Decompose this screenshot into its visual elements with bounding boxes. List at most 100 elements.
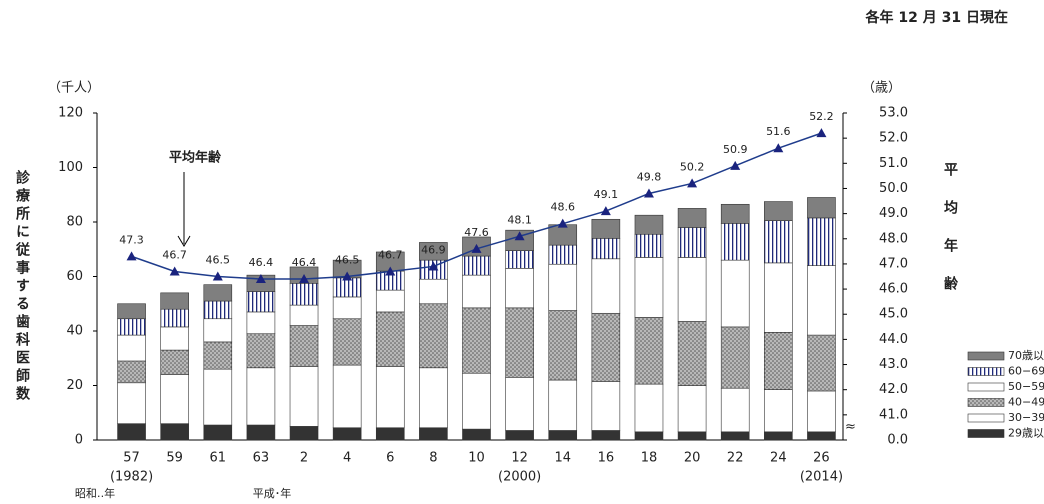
bar-segment <box>677 321 707 386</box>
legend-label: 50−59 <box>1008 380 1044 393</box>
bar-segment <box>117 382 146 424</box>
bar-segment <box>548 379 578 431</box>
x-tick-label: 26 <box>813 451 830 466</box>
bar-segment <box>807 265 836 336</box>
bar-segment <box>332 277 362 298</box>
bar-segment <box>764 262 793 333</box>
bar-segment <box>764 220 793 264</box>
bar-segment <box>462 255 491 276</box>
value-label: 46.7 <box>162 248 187 261</box>
avg-age-marker <box>773 143 784 153</box>
bar-segment <box>634 233 664 258</box>
avg-age-marker <box>428 261 439 271</box>
bar-segment <box>591 258 621 314</box>
avg-age-marker <box>126 251 137 261</box>
bar-segment <box>203 284 233 302</box>
avg-age-marker <box>643 188 654 198</box>
avg-age-marker <box>600 206 611 216</box>
x-tick-label: 18 <box>641 451 658 466</box>
bar-segment <box>462 307 491 374</box>
x-tick-label: 14 <box>554 451 571 466</box>
bar-segment <box>677 257 707 322</box>
year-label: (1982) <box>110 470 153 485</box>
value-label: 47.6 <box>464 226 489 239</box>
year-label: (2000) <box>498 470 541 485</box>
value-label: 49.1 <box>594 188 619 201</box>
bar-segment <box>246 424 276 441</box>
bar-segment <box>332 296 362 320</box>
era-label: 平成･年 <box>253 486 292 500</box>
bar-segment <box>203 341 233 370</box>
legend-swatch <box>967 382 1005 392</box>
bar-segment <box>807 197 836 219</box>
x-tick-label: 63 <box>253 451 270 466</box>
bar-segment <box>591 381 621 431</box>
bar-segment <box>289 325 319 367</box>
legend-swatch <box>967 429 1005 438</box>
bar-segment <box>505 307 534 378</box>
y2-tick-label: 48.0 <box>879 231 908 246</box>
bar-segment <box>591 430 621 441</box>
bar-segment <box>419 427 448 441</box>
y2-unit: （歳） <box>862 81 901 96</box>
year-label: (2014) <box>800 470 843 485</box>
bar-segment <box>375 311 405 367</box>
annotation: 平均年齢 <box>169 150 222 166</box>
x-tick-label: 61 <box>210 451 227 466</box>
y2-tick-label: 50.0 <box>879 181 908 196</box>
y-tick-label: 100 <box>58 160 83 175</box>
bar-segment <box>505 430 534 441</box>
bar-segment <box>246 291 276 313</box>
bar-segment <box>677 208 707 228</box>
bar-segment <box>117 423 146 441</box>
bar-segment <box>375 427 405 441</box>
bar-segment <box>764 332 793 390</box>
x-tick-label: 8 <box>429 451 437 466</box>
avg-age-marker <box>687 178 698 188</box>
bar-segment <box>462 372 491 430</box>
bar-segment <box>203 318 233 343</box>
value-label: 50.9 <box>723 143 748 156</box>
y2-tick-label: 41.0 <box>879 407 908 422</box>
y-unit: （千人） <box>48 81 100 96</box>
bar-segment <box>677 227 707 258</box>
bar-segment <box>677 385 707 433</box>
bar-segment <box>117 318 146 336</box>
note: 各年 12 月 31 日現在 <box>865 9 1008 26</box>
value-label: 46.9 <box>421 243 446 256</box>
legend-swatch <box>967 351 1005 361</box>
axis-break: ≈ <box>845 420 856 435</box>
bar-segment <box>419 278 448 305</box>
value-label: 48.1 <box>507 213 532 226</box>
bar-segment <box>591 238 621 260</box>
bar-segment <box>634 383 664 433</box>
value-label: 46.4 <box>292 256 317 269</box>
bar-segment <box>591 312 621 382</box>
x-tick-label: 12 <box>511 451 528 466</box>
y2-tick-label: 51.0 <box>879 156 908 171</box>
bar-segment <box>548 224 578 246</box>
x-tick-label: 2 <box>300 451 308 466</box>
avg-age-marker <box>385 266 396 276</box>
bar-segment <box>720 259 750 328</box>
bar-segment <box>160 308 189 328</box>
x-tick-label: 4 <box>343 451 351 466</box>
y2-tick-label: 53.0 <box>879 106 908 121</box>
x-tick-label: 20 <box>684 451 701 466</box>
bar-segment <box>548 310 578 381</box>
bar-segment <box>720 203 750 224</box>
bar-segment <box>462 274 491 309</box>
value-label: 52.2 <box>809 110 834 123</box>
value-label: 46.5 <box>206 254 231 267</box>
value-label: 47.3 <box>119 233 144 246</box>
x-tick-label: 6 <box>386 451 394 466</box>
avg-age-marker <box>212 271 223 281</box>
bar-segment <box>289 366 319 427</box>
bar-segment <box>807 334 836 392</box>
value-label: 46.7 <box>378 248 403 261</box>
avg-age-marker <box>169 266 180 276</box>
bar-segment <box>375 366 405 429</box>
bar-segment <box>375 289 405 313</box>
legend-label: 40−49 <box>1008 396 1044 409</box>
bar-segment <box>807 217 836 266</box>
